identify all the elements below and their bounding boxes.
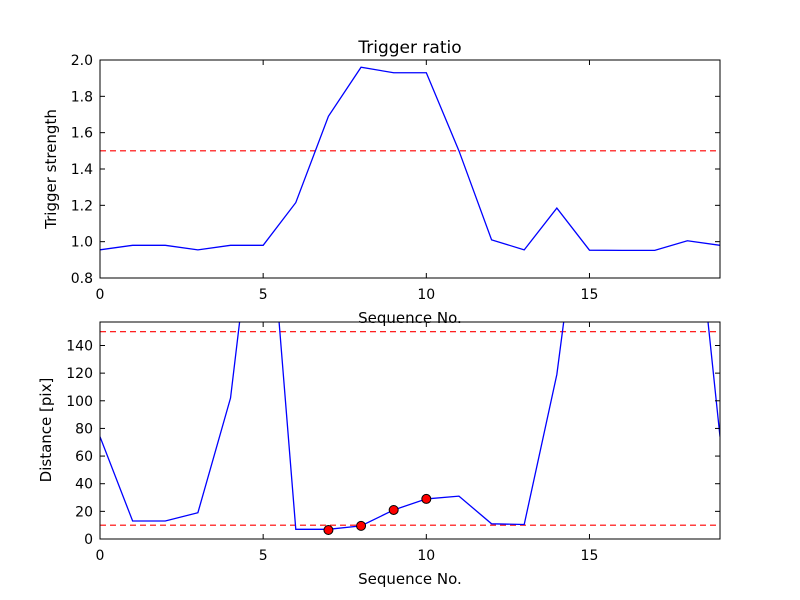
y-tick-label: 0.8 xyxy=(71,271,93,287)
y-tick-label: 40 xyxy=(75,477,93,493)
y-tick-label: 1.0 xyxy=(71,235,93,251)
y-tick-label: 0 xyxy=(84,532,93,548)
x-axis-label: Sequence No. xyxy=(358,570,462,588)
axes-frame xyxy=(99,59,721,279)
y-tick-label: 80 xyxy=(75,421,93,437)
y-tick-label: 2.0 xyxy=(71,53,93,69)
plot-area xyxy=(100,322,720,536)
axes-frame xyxy=(99,321,721,540)
chart-title: Trigger ratio xyxy=(357,38,461,58)
x-tick-label: 0 xyxy=(96,287,105,303)
x-tick-label: 0 xyxy=(96,548,105,564)
y-axis-label: Trigger strength xyxy=(42,109,60,230)
trigger-ratio-plot: Trigger ratio 0 5 10 15 0.8 1.0 1.2 1.4 1.6 1.8 2… xyxy=(42,38,721,327)
plot-area xyxy=(100,66,720,252)
y-tick-label: 1.8 xyxy=(71,89,93,105)
data-point-marker xyxy=(421,493,432,504)
x-tick-label: 5 xyxy=(259,548,268,564)
y-tick-label: 120 xyxy=(66,366,93,382)
x-tick-label: 5 xyxy=(259,287,268,303)
y-axis-label: Distance [pix] xyxy=(37,378,55,483)
y-ticks: 0 20 40 60 80 100 120 140 xyxy=(66,338,720,548)
y-ticks: 0.8 1.0 1.2 1.4 1.6 1.8 2.0 xyxy=(71,53,720,287)
series-line xyxy=(100,322,720,530)
y-tick-label: 100 xyxy=(66,394,93,410)
x-tick-label: 15 xyxy=(581,548,599,564)
x-tick-label: 15 xyxy=(581,287,599,303)
data-point-marker xyxy=(356,520,367,531)
series-line xyxy=(100,66,720,252)
y-tick-label: 140 xyxy=(66,338,93,354)
distance-plot: 0 5 10 15 0 20 40 60 80 100 120 140 Sequence No. D… xyxy=(37,321,721,588)
y-tick-label: 20 xyxy=(75,504,93,520)
y-tick-label: 1.6 xyxy=(71,126,93,142)
x-tick-label: 10 xyxy=(417,548,435,564)
y-tick-label: 1.4 xyxy=(71,162,93,178)
x-ticks: 0 5 10 15 xyxy=(96,60,599,303)
x-tick-label: 10 xyxy=(417,287,435,303)
data-point-marker xyxy=(388,504,399,515)
x-ticks: 0 5 10 15 xyxy=(96,322,599,564)
y-tick-label: 1.2 xyxy=(71,198,93,214)
data-point-marker xyxy=(323,525,334,536)
y-tick-label: 60 xyxy=(75,449,93,465)
